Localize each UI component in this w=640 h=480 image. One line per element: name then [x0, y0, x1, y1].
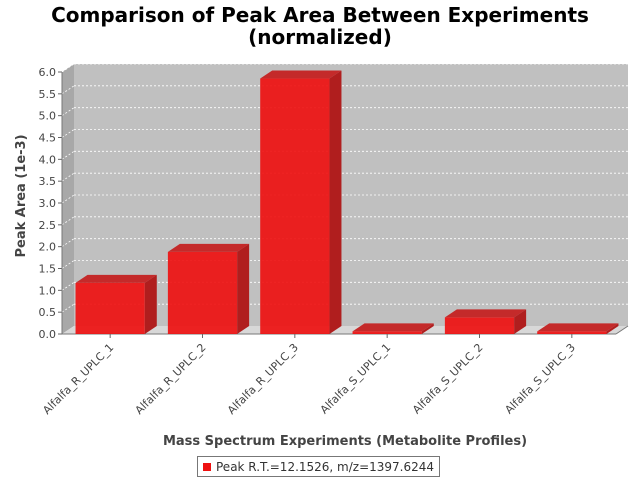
bar-side-3: [421, 323, 434, 334]
chart-title-line1: Comparison of Peak Area Between Experime…: [51, 3, 589, 27]
bar-side-4: [514, 309, 527, 334]
y-tick-label: 6.0: [39, 66, 57, 79]
bar-top-2: [260, 70, 342, 79]
x-tick-label: Alfalfa_S_UPLC_1: [318, 341, 394, 417]
gridline-wall: [61, 216, 75, 226]
x-axis-label: Mass Spectrum Experiments (Metabolite Pr…: [163, 434, 527, 449]
bar-side-2: [329, 70, 342, 335]
bar-top-0: [75, 274, 157, 283]
bar-top-1: [167, 243, 250, 252]
gridline-wall: [61, 282, 75, 291]
x-tick-label: Alfalfa_R_UPLC_1: [40, 341, 116, 417]
bar-top-4: [444, 309, 527, 318]
gridline-wall: [61, 194, 75, 204]
bar-top-3: [352, 323, 434, 332]
legend: Peak R.T.=12.1526, m/z=1397.6244: [197, 456, 440, 477]
y-tick-label: 1.0: [39, 284, 57, 297]
bar-side-1: [237, 243, 250, 334]
x-tick-label: Alfalfa_R_UPLC_2: [133, 341, 209, 417]
bar-2: [260, 78, 330, 334]
y-tick-label: 4.5: [39, 132, 57, 145]
y-tick-label: 0.5: [39, 306, 57, 319]
bar-4: [444, 317, 515, 334]
x-axis-line-depth: [615, 325, 629, 335]
bar-3: [352, 331, 422, 334]
gridline-wall: [61, 107, 75, 116]
y-tick-label: 3.0: [39, 197, 57, 210]
y-tick-label: 2.0: [39, 241, 57, 254]
bar-0: [75, 282, 145, 334]
bar-side-5: [606, 323, 619, 334]
gridline-wall: [61, 303, 75, 313]
legend-swatch: [203, 463, 211, 471]
bar-side-0: [144, 274, 157, 334]
x-tick-label: Alfalfa_R_UPLC_3: [225, 341, 301, 417]
x-tick-label: Alfalfa_S_UPLC_2: [410, 341, 486, 417]
y-tick-label: 0.0: [39, 328, 57, 341]
y-tick-label: 2.5: [39, 219, 57, 232]
gridline-wall: [61, 85, 75, 95]
gridline-wall: [61, 238, 75, 247]
bar-5: [537, 331, 607, 334]
plot-left-wall: [62, 64, 74, 334]
y-tick-label: 4.0: [39, 153, 57, 166]
gridline-wall: [61, 151, 75, 160]
y-tick-label: 5.5: [39, 88, 57, 101]
bar-1: [167, 251, 238, 334]
y-tick-label: 3.5: [39, 175, 57, 188]
y-tick-label: 5.0: [39, 110, 57, 123]
bar-top-5: [537, 323, 619, 332]
gridline-wall: [61, 129, 75, 138]
gridline-wall: [61, 172, 75, 182]
y-tick-label: 1.5: [39, 263, 57, 276]
y-axis-label: Peak Area (1e-3): [14, 134, 29, 257]
x-tick-label: Alfalfa_S_UPLC_3: [502, 341, 578, 417]
chart-title-line2: (normalized): [248, 25, 392, 49]
gridline-wall: [61, 63, 75, 73]
gridline-wall: [61, 260, 75, 269]
legend-label: Peak R.T.=12.1526, m/z=1397.6244: [216, 460, 435, 474]
